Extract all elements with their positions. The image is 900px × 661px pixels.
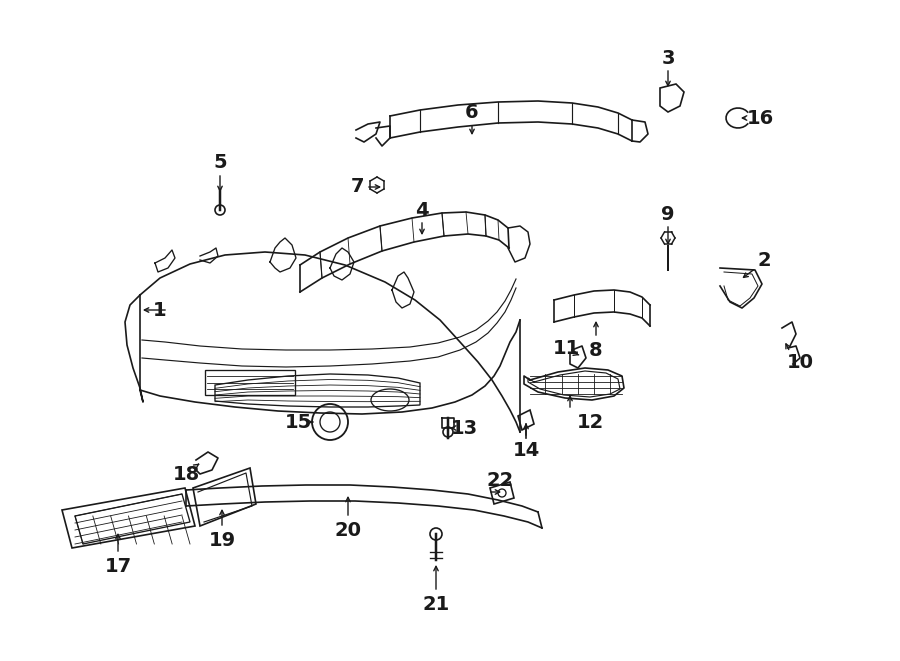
Text: 12: 12 [576, 412, 604, 432]
Text: 20: 20 [335, 520, 362, 539]
Text: 5: 5 [213, 153, 227, 171]
Text: 16: 16 [746, 108, 774, 128]
Text: 22: 22 [486, 471, 514, 490]
Text: 8: 8 [590, 340, 603, 360]
Text: 6: 6 [465, 104, 479, 122]
Text: 15: 15 [284, 412, 311, 432]
Text: 19: 19 [209, 531, 236, 549]
Text: 9: 9 [662, 204, 675, 223]
Text: 10: 10 [787, 352, 814, 371]
Text: 4: 4 [415, 200, 428, 219]
Text: 17: 17 [104, 557, 131, 576]
Text: 13: 13 [450, 418, 478, 438]
Text: 2: 2 [757, 251, 770, 270]
Text: 7: 7 [351, 178, 364, 196]
Text: 11: 11 [553, 340, 580, 358]
Text: 1: 1 [153, 301, 166, 319]
Text: 14: 14 [512, 440, 540, 459]
Text: 3: 3 [662, 48, 675, 67]
Text: 21: 21 [422, 594, 450, 613]
Text: 18: 18 [173, 465, 200, 483]
